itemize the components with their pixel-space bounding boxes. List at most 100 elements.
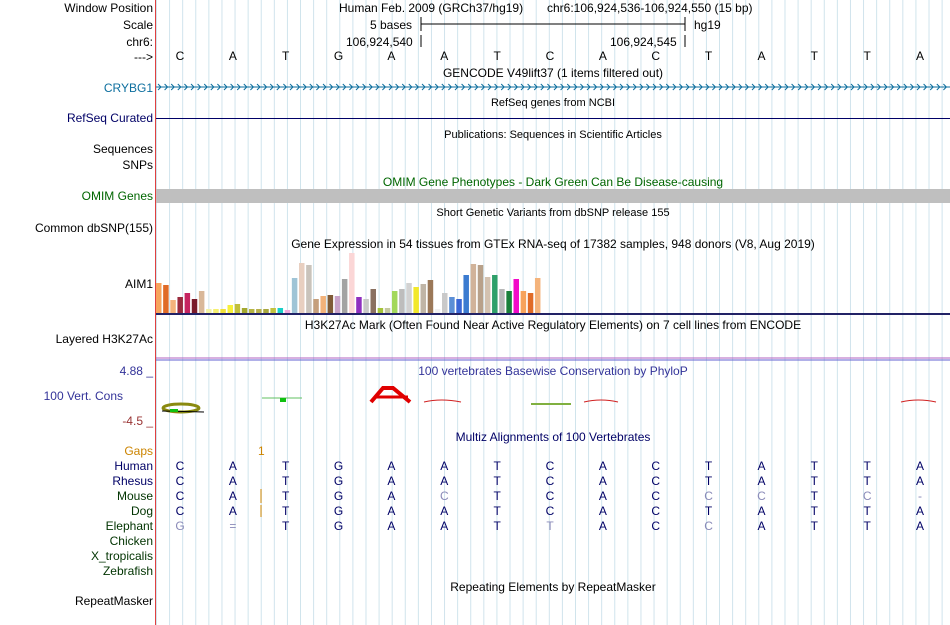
strand-chevron xyxy=(263,83,268,91)
alignment-base: C xyxy=(545,489,555,503)
gtex-bar-chart[interactable] xyxy=(156,252,950,314)
alignment-base: A xyxy=(916,459,925,473)
coord-left: 106,924,540 xyxy=(346,35,413,49)
strand-chevron xyxy=(745,83,750,91)
species-label[interactable]: Elephant xyxy=(105,519,153,533)
gtex-tissue-bar xyxy=(163,285,169,313)
species-label[interactable]: Mouse xyxy=(116,489,153,503)
label-phylop[interactable]: 100 Vert. Cons xyxy=(43,389,123,403)
strand-chevron xyxy=(474,83,479,91)
species-label[interactable]: Chicken xyxy=(109,534,153,548)
crybg1-gene-feature[interactable] xyxy=(156,82,950,92)
alignment-base: T xyxy=(546,519,554,533)
strand-chevron xyxy=(170,83,175,91)
alignment-base: C xyxy=(651,519,661,533)
gtex-tissue-bar xyxy=(449,297,455,313)
strand-chevron xyxy=(487,83,492,91)
strand-chevron xyxy=(586,83,591,91)
phylop-signal[interactable] xyxy=(156,384,950,414)
strand-chevron xyxy=(382,83,387,91)
strand-chevron xyxy=(441,83,446,91)
label-gaps[interactable]: Gaps xyxy=(124,444,153,458)
strand-chevron xyxy=(731,83,736,91)
alignment-base: T xyxy=(810,459,818,473)
repeatmasker-title: Repeating Elements by RepeatMasker xyxy=(450,580,656,594)
strand-chevron xyxy=(817,83,822,91)
strand-chevron xyxy=(936,83,941,91)
label-refseq[interactable]: RefSeq Curated xyxy=(66,111,153,125)
strand-chevron xyxy=(883,83,888,91)
strand-chevron xyxy=(896,83,901,91)
strand-chevron xyxy=(751,83,756,91)
label-crybg1[interactable]: CRYBG1 xyxy=(103,81,153,95)
label-dbsnp[interactable]: Common dbSNP(155) xyxy=(34,221,153,235)
alignment-base: - xyxy=(918,489,923,503)
sequence-base: T xyxy=(863,49,871,63)
gtex-tissue-bar xyxy=(513,279,519,313)
strand-chevron xyxy=(217,83,222,91)
gap-mark: 1 xyxy=(258,444,265,458)
strand-chevron xyxy=(203,83,208,91)
strand-chevron xyxy=(296,83,301,91)
strand-chevron xyxy=(573,83,578,91)
alignment-base: A xyxy=(916,474,925,488)
strand-chevron xyxy=(837,83,842,91)
gtex-tissue-bar xyxy=(220,309,226,313)
alignment-base: A xyxy=(598,459,607,473)
gtex-tissue-bar xyxy=(291,278,298,313)
species-label[interactable]: Zebrafish xyxy=(102,564,153,578)
strand-chevron xyxy=(606,83,611,91)
gtex-tissue-bar xyxy=(534,278,541,313)
refseq-gene-line[interactable] xyxy=(156,118,950,119)
alignment-base: T xyxy=(282,504,290,518)
gtex-tissue-bar xyxy=(363,299,369,313)
alignment-base: A xyxy=(228,489,237,503)
strand-chevron xyxy=(718,83,723,91)
gtex-tissue-bar xyxy=(391,291,398,313)
omim-gene-bar[interactable] xyxy=(156,189,950,203)
alignment-base: T xyxy=(493,474,501,488)
gtex-tissue-bar xyxy=(263,309,269,313)
strand-chevron xyxy=(388,83,393,91)
species-label[interactable]: Dog xyxy=(130,504,153,518)
alignment-base: G xyxy=(333,489,344,503)
species-label[interactable]: Rhesus xyxy=(112,474,153,488)
sequence-base: T xyxy=(810,49,818,63)
gtex-tissue-bar xyxy=(213,309,219,313)
strand-chevron xyxy=(916,83,921,91)
strand-chevron xyxy=(210,83,215,91)
sequence-base: T xyxy=(704,49,713,63)
strand-chevron xyxy=(276,83,281,91)
label-repeatmasker[interactable]: RepeatMasker xyxy=(74,594,153,608)
gtex-tissue-bar xyxy=(370,289,376,313)
alignment-base: A xyxy=(440,504,449,518)
strand-chevron xyxy=(738,83,743,91)
label-snps[interactable]: SNPs xyxy=(122,158,153,172)
alignment-base: A xyxy=(228,459,237,473)
strand-chevron xyxy=(243,83,248,91)
alignment-base: C xyxy=(175,459,185,473)
alignment-base: T xyxy=(863,504,871,518)
alignment-base: = xyxy=(229,519,237,533)
strand-chevron xyxy=(659,83,664,91)
label-aim1[interactable]: AIM1 xyxy=(124,277,153,291)
species-label[interactable]: X_tropicalis xyxy=(90,549,153,563)
sequence-base: C xyxy=(651,49,661,63)
species-label[interactable]: Human xyxy=(114,459,153,473)
label-sequences[interactable]: Sequences xyxy=(92,142,153,156)
strand-chevron xyxy=(784,83,789,91)
sequence-base: G xyxy=(333,49,344,63)
alignment-base: C xyxy=(175,489,185,503)
sequence-base: A xyxy=(387,49,396,63)
strand-chevron xyxy=(804,83,809,91)
strand-chevron xyxy=(520,83,525,91)
h3k27ac-signal[interactable] xyxy=(156,357,950,363)
strand-chevron xyxy=(764,83,769,91)
strand-chevron xyxy=(322,83,327,91)
strand-chevron xyxy=(507,83,512,91)
label-h3k27ac[interactable]: Layered H3K27Ac xyxy=(55,332,153,346)
strand-chevron xyxy=(164,83,169,91)
alignment-base: C xyxy=(651,504,661,518)
label-omim[interactable]: OMIM Genes xyxy=(81,189,153,203)
alignment-base: C xyxy=(757,489,766,503)
